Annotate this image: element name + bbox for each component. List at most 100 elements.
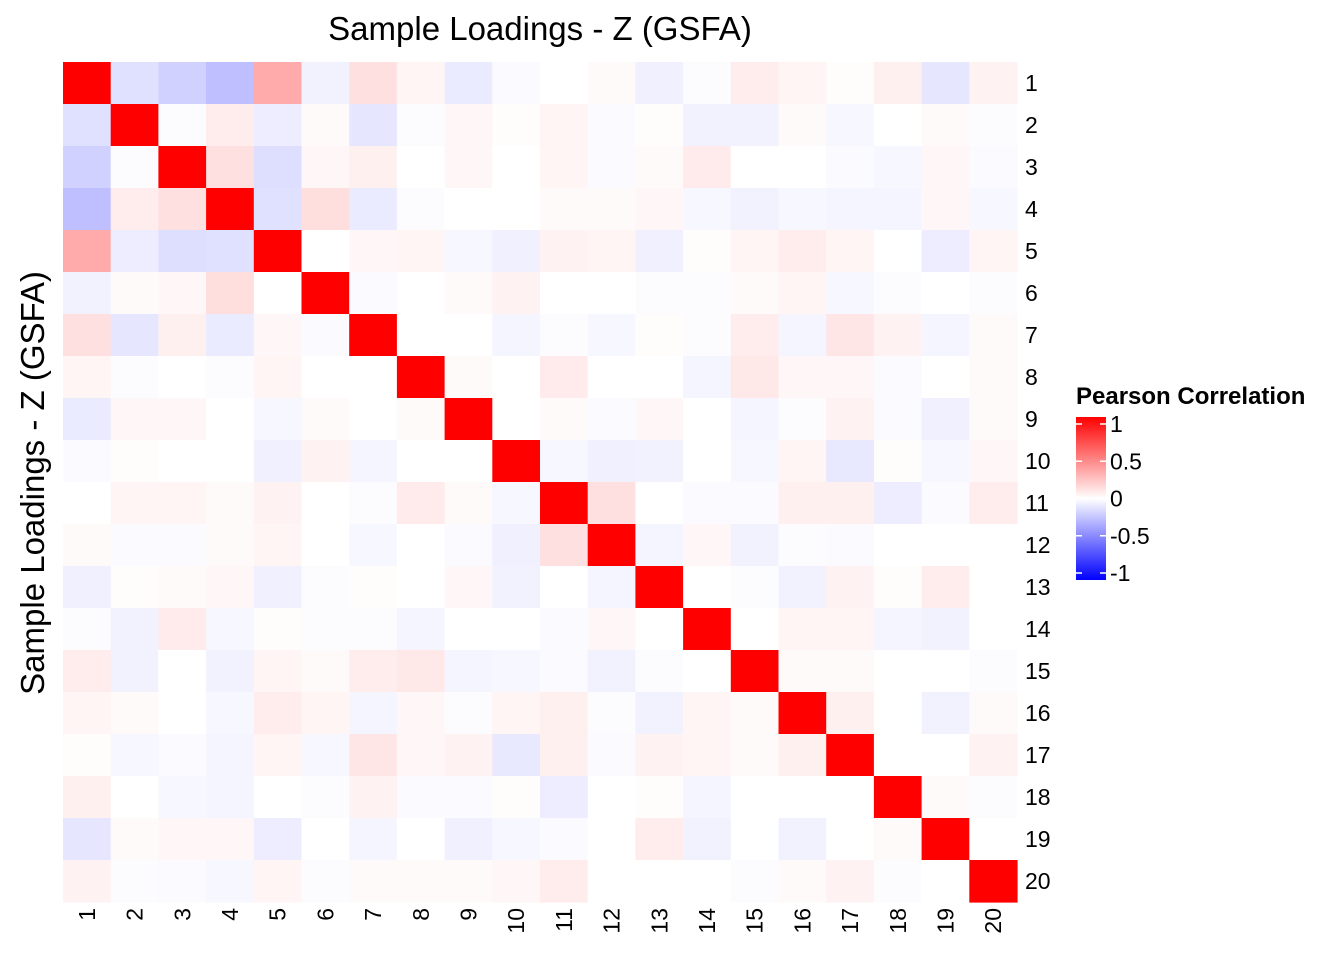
heatmap-cell-3-16	[778, 146, 827, 189]
heatmap-cell-2-2	[110, 104, 159, 147]
heatmap-cell-15-7	[349, 650, 398, 693]
x-tick-label: 3	[169, 908, 195, 921]
heatmap-cell-19-4	[206, 818, 255, 861]
heatmap-cell-17-5	[253, 734, 303, 777]
heatmap-cell-12-3	[158, 524, 207, 567]
heatmap-cell-7-5	[253, 314, 303, 357]
heatmap-cell-16-1	[63, 692, 112, 735]
heatmap-cell-8-16	[778, 356, 827, 399]
heatmap-cell-17-19	[921, 734, 970, 777]
heatmap-cell-18-16	[778, 776, 827, 819]
heatmap-cell-18-12	[587, 776, 636, 819]
heatmap-cell-15-2	[110, 650, 159, 693]
y-tick-label: 10	[1025, 448, 1051, 474]
heatmap-cell-4-12	[587, 188, 636, 231]
heatmap-cell-10-5	[253, 440, 303, 483]
heatmap-cell-2-15	[730, 104, 780, 147]
heatmap-cell-7-15	[730, 314, 780, 357]
heatmap-cell-15-8	[396, 650, 446, 693]
heatmap-cell-8-13	[635, 356, 684, 399]
heatmap-cell-17-13	[635, 734, 684, 777]
heatmap-cell-3-13	[635, 146, 684, 189]
heatmap-cell-14-8	[396, 608, 446, 651]
heatmap-cell-8-3	[158, 356, 207, 399]
heatmap-cell-8-8	[396, 356, 446, 399]
heatmap-cell-17-14	[683, 734, 732, 777]
heatmap-cell-7-1	[63, 314, 112, 357]
heatmap-cell-4-10	[492, 188, 541, 231]
heatmap-cell-2-11	[540, 104, 589, 147]
heatmap-cell-20-8	[396, 860, 446, 903]
heatmap-cell-20-20	[969, 860, 1018, 903]
heatmap-cell-3-15	[730, 146, 780, 189]
heatmap-cell-14-4	[206, 608, 255, 651]
heatmap-cell-16-7	[349, 692, 398, 735]
heatmap-cell-3-2	[110, 146, 159, 189]
heatmap-cell-3-8	[396, 146, 446, 189]
heatmap-cell-16-17	[826, 692, 875, 735]
heatmap-cell-8-20	[969, 356, 1018, 399]
y-tick-label: 14	[1025, 616, 1051, 642]
heatmap-cell-5-8	[396, 230, 446, 273]
x-tick-label: 12	[599, 908, 625, 934]
heatmap-cell-8-10	[492, 356, 541, 399]
x-tick-label: 8	[408, 908, 434, 921]
heatmap-cell-17-8	[396, 734, 446, 777]
heatmap-cell-18-19	[921, 776, 970, 819]
heatmap-cell-3-1	[63, 146, 112, 189]
heatmap-cell-1-9	[444, 62, 493, 105]
heatmap-cell-18-9	[444, 776, 493, 819]
heatmap-cell-5-18	[873, 230, 923, 273]
heatmap-cell-17-9	[444, 734, 493, 777]
heatmap-cell-11-8	[396, 482, 446, 525]
heatmap-cell-19-11	[540, 818, 589, 861]
heatmap-cell-16-18	[873, 692, 923, 735]
heatmap-cell-11-4	[206, 482, 255, 525]
heatmap-cell-14-14	[683, 608, 732, 651]
heatmap-cell-13-10	[492, 566, 541, 609]
heatmap-cell-7-19	[921, 314, 970, 357]
heatmap-cell-6-1	[63, 272, 112, 315]
heatmap-cell-11-16	[778, 482, 827, 525]
heatmap-cell-18-10	[492, 776, 541, 819]
x-tick-label: 1	[74, 908, 100, 921]
heatmap-cell-3-12	[587, 146, 636, 189]
heatmap-cell-20-15	[730, 860, 780, 903]
heatmap-cell-10-13	[635, 440, 684, 483]
heatmap-cell-10-10	[492, 440, 541, 483]
heatmap-cell-12-18	[873, 524, 923, 567]
heatmap-cell-3-6	[301, 146, 350, 189]
heatmap-cell-6-14	[683, 272, 732, 315]
heatmap-cell-5-6	[301, 230, 350, 273]
heatmap-cell-10-9	[444, 440, 493, 483]
heatmap-cell-3-19	[921, 146, 970, 189]
y-tick-label: 5	[1025, 238, 1038, 264]
heatmap-cell-9-7	[349, 398, 398, 441]
heatmap-cell-11-14	[683, 482, 732, 525]
heatmap-cell-5-13	[635, 230, 684, 273]
y-tick-label: 7	[1025, 322, 1038, 348]
heatmap-cell-16-2	[110, 692, 159, 735]
heatmap-cell-8-11	[540, 356, 589, 399]
heatmap-cell-2-10	[492, 104, 541, 147]
heatmap-cell-5-11	[540, 230, 589, 273]
heatmap-cell-20-10	[492, 860, 541, 903]
heatmap-cell-6-2	[110, 272, 159, 315]
heatmap-cell-3-18	[873, 146, 923, 189]
heatmap-cell-15-18	[873, 650, 923, 693]
heatmap-cell-17-16	[778, 734, 827, 777]
heatmap-cell-2-8	[396, 104, 446, 147]
heatmap-cell-7-10	[492, 314, 541, 357]
x-tick-label: 19	[932, 908, 958, 934]
heatmap-cell-15-11	[540, 650, 589, 693]
legend-tick-label: 0.5	[1110, 448, 1142, 474]
heatmap-cell-12-16	[778, 524, 827, 567]
heatmap-cell-9-17	[826, 398, 875, 441]
heatmap-cell-18-6	[301, 776, 350, 819]
heatmap-cell-13-18	[873, 566, 923, 609]
heatmap-cell-10-18	[873, 440, 923, 483]
heatmap-cell-12-11	[540, 524, 589, 567]
heatmap-cell-12-20	[969, 524, 1018, 567]
